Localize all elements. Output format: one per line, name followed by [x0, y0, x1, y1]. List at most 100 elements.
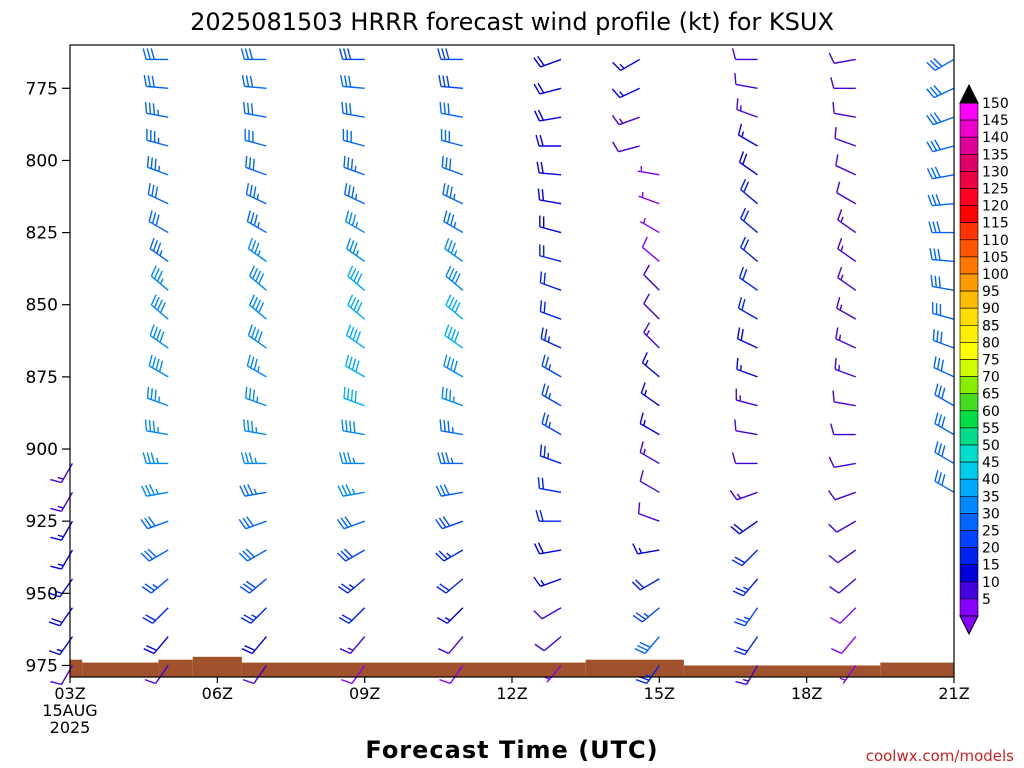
wind-barb [140, 516, 169, 530]
wind-barb [241, 636, 267, 655]
wind-barb [634, 636, 660, 655]
colorbar-swatch [959, 342, 979, 360]
wind-barb [541, 412, 562, 436]
wind-barb [50, 463, 74, 484]
wind-barb [141, 484, 169, 497]
wind-barb [928, 221, 954, 234]
wind-barb [245, 155, 267, 176]
wind-barb [641, 236, 660, 262]
wind-barb [934, 470, 955, 493]
wind-barb [934, 412, 955, 436]
wind-barb [240, 48, 267, 61]
y-tick-label: 800 [26, 151, 58, 171]
barb-column-6 [611, 58, 641, 153]
wind-barb [611, 87, 640, 99]
wind-barb [638, 191, 660, 205]
wind-barb [140, 548, 169, 562]
wind-barb [443, 354, 464, 378]
wind-barb [643, 322, 660, 349]
wind-barb [347, 294, 366, 320]
wind-barb [539, 300, 562, 320]
terrain-step-3 [192, 656, 242, 677]
wind-barb [435, 549, 464, 562]
wind-barb [933, 356, 955, 378]
wind-barb [536, 161, 562, 176]
wind-barb [541, 383, 562, 407]
wind-barb [539, 244, 562, 263]
wind-barb [150, 265, 169, 291]
barb-column-10 [926, 57, 955, 493]
wind-barb [734, 73, 758, 89]
wind-barb [534, 636, 562, 652]
colorbar-swatch [959, 478, 979, 497]
wind-barb [444, 324, 464, 349]
speed-colorbar: 1501451401351301251201151101051009590858… [959, 83, 1009, 636]
x-tick-label: 12Z [496, 684, 527, 703]
wind-barb [245, 386, 267, 407]
wind-barb [338, 607, 366, 624]
credit-text: coolwx.com/models [866, 747, 1014, 765]
wind-barb [148, 354, 169, 378]
terrain-step-6 [683, 665, 881, 677]
wind-barb [243, 101, 267, 118]
wind-barb [738, 151, 758, 176]
colorbar-swatch [959, 171, 979, 189]
barb-column-9 [827, 52, 857, 684]
colorbar-swatch [959, 495, 979, 514]
wind-barb [141, 578, 169, 594]
wind-barb [533, 109, 562, 122]
wind-barb [929, 248, 955, 263]
wind-barb [345, 324, 366, 349]
colorbar-swatch [959, 547, 979, 565]
wind-barb [839, 665, 857, 684]
wind-barb [241, 75, 267, 89]
wind-barb [143, 75, 169, 89]
wind-barb [736, 357, 758, 378]
wind-barb [738, 266, 758, 291]
wind-barb [832, 390, 856, 407]
colorbar-swatch [959, 461, 979, 480]
wind-barb [737, 296, 758, 320]
x-tick-label: 18Z [791, 684, 822, 703]
barb-column-8 [729, 48, 759, 686]
wind-barb [441, 155, 464, 176]
y-tick-label: 850 [26, 296, 58, 316]
wind-barb [339, 636, 366, 655]
wind-barb [342, 128, 365, 147]
wind-barb [641, 352, 660, 378]
wind-barb [836, 181, 857, 205]
wind-barb [637, 502, 660, 522]
wind-barb [533, 55, 562, 68]
wind-barb [934, 383, 955, 407]
colorbar-label: 95 [982, 284, 1000, 300]
wind-barb [344, 210, 366, 234]
barb-column-0 [48, 463, 74, 686]
wind-barb [246, 354, 267, 378]
wind-barb [611, 114, 640, 126]
wind-barb [541, 354, 562, 378]
wind-barb [444, 237, 464, 263]
colorbar-swatch [959, 410, 979, 429]
wind-barb [930, 275, 955, 291]
wind-barb [639, 412, 660, 436]
wind-barb [445, 265, 464, 291]
wind-barb [632, 543, 660, 555]
colorbar-label: 120 [982, 199, 1009, 215]
wind-barb [733, 607, 759, 627]
wind-barb [733, 636, 759, 656]
colorbar-label: 150 [982, 96, 1009, 112]
colorbar-label: 105 [982, 250, 1009, 266]
wind-barb [142, 48, 169, 61]
y-tick-label: 925 [26, 512, 58, 532]
wind-barb [142, 607, 169, 624]
barb-column-7 [631, 165, 660, 685]
wind-barb [246, 210, 267, 234]
colorbar-label: 45 [982, 455, 1000, 471]
wind-barb [341, 101, 365, 118]
wind-barb [144, 665, 169, 685]
wind-barb [238, 548, 267, 562]
wind-barb [934, 441, 955, 465]
wind-barb [533, 542, 562, 555]
wind-barb [50, 665, 74, 686]
x-axis-label: Forecast Time (UTC) [365, 736, 658, 764]
